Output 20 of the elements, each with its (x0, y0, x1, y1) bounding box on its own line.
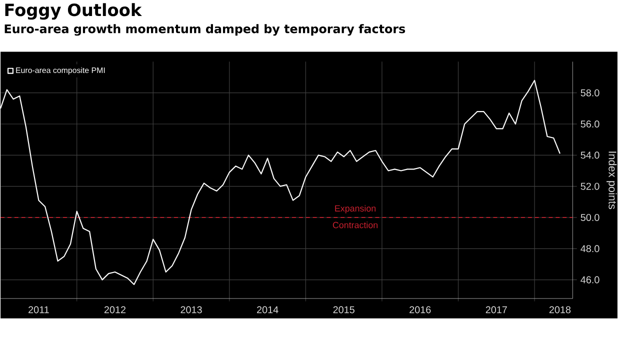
y-tick-label: 46.0 (580, 276, 600, 284)
y-tick-label: 56.0 (580, 120, 600, 128)
x-tick-label: 2012 (104, 306, 126, 314)
x-tick-label: 2011 (28, 306, 49, 314)
annotation: Expansion (335, 204, 376, 214)
y-tick-label: 52.0 (580, 182, 600, 190)
chart-title: Foggy Outlook (5, 3, 142, 20)
x-tick-label: 2017 (486, 306, 507, 314)
chart-subtitle: Euro-area growth momentum damped by temporary factors (4, 24, 406, 36)
x-tick-label: 2016 (410, 306, 431, 314)
y-tick-label: 50.0 (580, 214, 600, 221)
y-axis-title: Index points (606, 152, 617, 209)
x-tick-label: 2018 (549, 306, 571, 314)
y-tick-label: 54.0 (580, 152, 600, 159)
x-tick-label: 2013 (180, 306, 202, 314)
x-tick-label: 2014 (257, 306, 278, 314)
y-tick-label: 48.0 (580, 245, 600, 252)
y-tick-label: 58.0 (580, 89, 600, 96)
annotation: Contraction (332, 222, 378, 228)
x-tick-label: 2015 (333, 306, 354, 314)
